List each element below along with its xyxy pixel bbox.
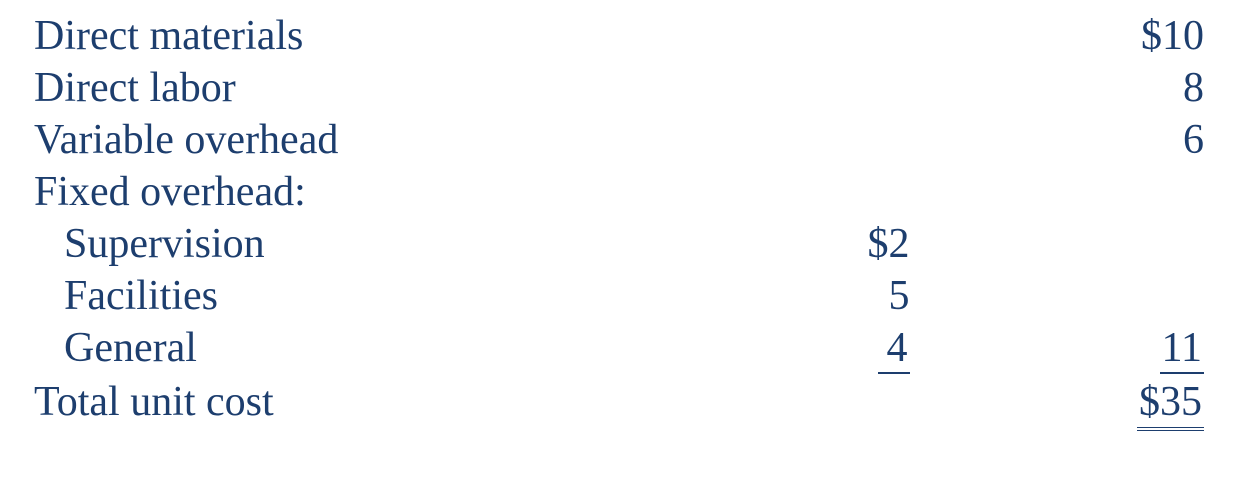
row-label: Fixed overhead: bbox=[30, 166, 619, 218]
row-total: 6 bbox=[914, 114, 1209, 166]
row-total: 11 bbox=[1160, 324, 1204, 374]
table-row: Fixed overhead: bbox=[30, 166, 1208, 218]
table-row: Direct labor 8 bbox=[30, 62, 1208, 114]
row-total: $10 bbox=[914, 10, 1209, 62]
table-row: Direct materials $10 bbox=[30, 10, 1208, 62]
row-subamount: $2 bbox=[619, 218, 914, 270]
row-label: Facilities bbox=[34, 273, 218, 319]
table-row: General 4 11 bbox=[30, 322, 1208, 376]
table-row: Supervision $2 bbox=[30, 218, 1208, 270]
row-total: 8 bbox=[914, 62, 1209, 114]
row-label: Total unit cost bbox=[30, 376, 619, 433]
row-total: $35 bbox=[1137, 378, 1204, 431]
row-subamount: 4 bbox=[878, 324, 910, 374]
unit-cost-table: Direct materials $10 Direct labor 8 Vari… bbox=[30, 10, 1208, 433]
row-label: Direct materials bbox=[30, 10, 619, 62]
table-row: Total unit cost $35 bbox=[30, 376, 1208, 433]
table-row: Facilities 5 bbox=[30, 270, 1208, 322]
row-label: Direct labor bbox=[30, 62, 619, 114]
row-label: Variable overhead bbox=[30, 114, 619, 166]
row-subamount: 5 bbox=[619, 270, 914, 322]
row-label: General bbox=[34, 325, 197, 371]
table-row: Variable overhead 6 bbox=[30, 114, 1208, 166]
row-label: Supervision bbox=[34, 221, 265, 267]
